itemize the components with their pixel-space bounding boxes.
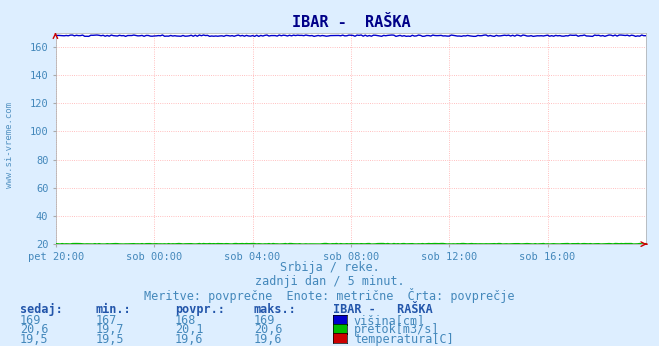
Text: zadnji dan / 5 minut.: zadnji dan / 5 minut. (254, 275, 405, 289)
Text: temperatura[C]: temperatura[C] (354, 333, 453, 346)
Text: 19,5: 19,5 (20, 333, 48, 346)
Text: višina[cm]: višina[cm] (354, 314, 425, 327)
Title: IBAR -  RAŠKA: IBAR - RAŠKA (291, 15, 411, 30)
Text: 19,6: 19,6 (254, 333, 282, 346)
Text: maks.:: maks.: (254, 303, 297, 316)
Text: 168: 168 (175, 314, 196, 327)
Text: 20,6: 20,6 (254, 323, 282, 336)
Text: 19,7: 19,7 (96, 323, 124, 336)
Text: IBAR -   RAŠKA: IBAR - RAŠKA (333, 303, 432, 316)
Text: pretok[m3/s]: pretok[m3/s] (354, 323, 440, 336)
Text: 167: 167 (96, 314, 117, 327)
Text: 20,1: 20,1 (175, 323, 203, 336)
Text: Meritve: povprečne  Enote: metrične  Črta: povprečje: Meritve: povprečne Enote: metrične Črta:… (144, 288, 515, 303)
Text: min.:: min.: (96, 303, 131, 316)
Text: 169: 169 (254, 314, 275, 327)
Text: 19,6: 19,6 (175, 333, 203, 346)
Text: povpr.:: povpr.: (175, 303, 225, 316)
Text: sedaj:: sedaj: (20, 303, 63, 316)
Text: Srbija / reke.: Srbija / reke. (279, 261, 380, 274)
Text: 169: 169 (20, 314, 41, 327)
Text: www.si-vreme.com: www.si-vreme.com (5, 102, 14, 188)
Text: 19,5: 19,5 (96, 333, 124, 346)
Text: 20,6: 20,6 (20, 323, 48, 336)
